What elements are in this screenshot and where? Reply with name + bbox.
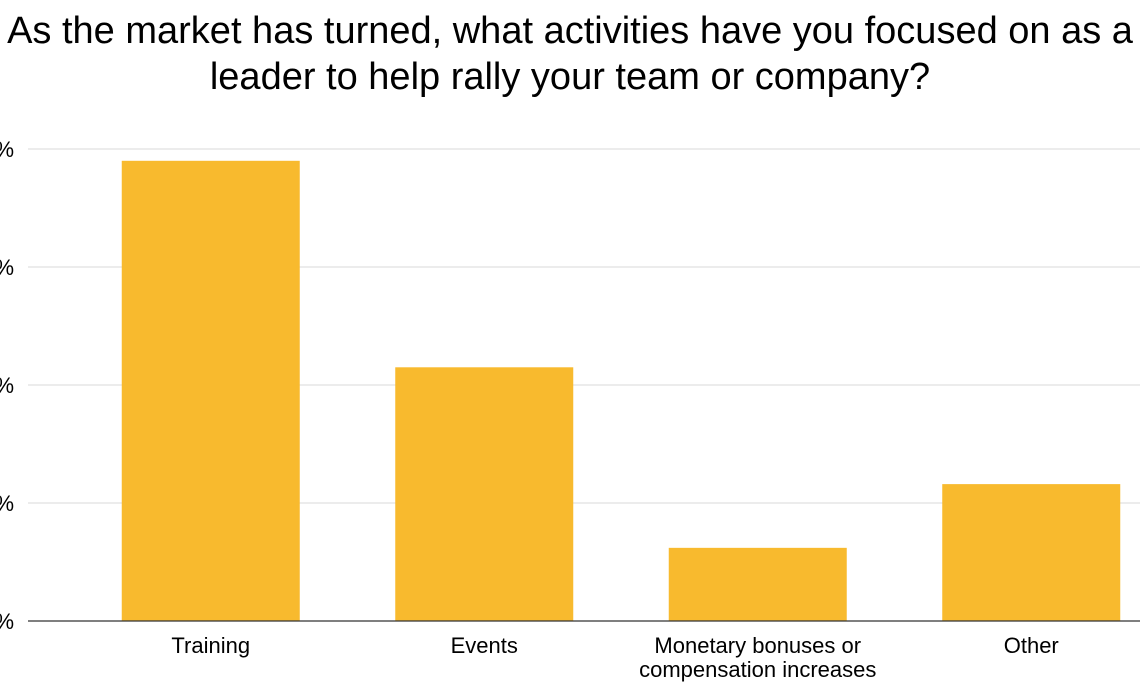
y-tick-label: %	[0, 491, 14, 516]
y-tick-label: %	[0, 609, 14, 634]
bar	[942, 484, 1121, 621]
x-tick-label: compensation increases	[639, 657, 876, 682]
chart-title: As the market has turned, what activitie…	[0, 8, 1140, 100]
bar	[395, 367, 574, 621]
chart-title-line-1: As the market has turned, what activitie…	[7, 10, 1133, 52]
x-tick-label: Training	[171, 633, 250, 658]
y-tick-label: %	[0, 373, 14, 398]
y-tick-label: %	[0, 255, 14, 280]
bar	[668, 547, 847, 621]
chart-title-line-2: leader to help rally your team or compan…	[209, 56, 931, 98]
x-axis-tick-labels: Training Events Monetary bonuses orcompens…	[171, 633, 1058, 682]
bar	[121, 160, 300, 622]
y-tick-label: %	[0, 137, 14, 162]
x-tick-label: Monetary bonuses or	[654, 633, 861, 658]
x-tick-label: Events	[451, 633, 518, 658]
y-axis-tick-labels: %%%%%	[0, 137, 14, 634]
bars	[121, 160, 1121, 622]
x-tick-label: Other	[1004, 633, 1059, 658]
